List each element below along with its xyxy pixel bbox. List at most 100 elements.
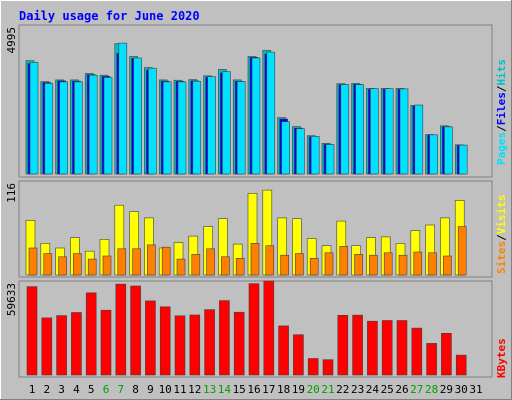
x-tick-label: 16 [247, 383, 260, 396]
kbytes-bar [100, 309, 112, 376]
kbytes-bar [307, 358, 319, 376]
x-tick-label: 26 [395, 383, 408, 396]
sites-bar [117, 248, 127, 276]
pages-bar [162, 81, 172, 175]
pages-bar [384, 88, 394, 175]
pages-bar [88, 74, 98, 175]
pages-bar [429, 134, 438, 175]
x-tick-label: 14 [218, 383, 232, 396]
sites-bar [132, 248, 141, 276]
x-tick-label: 27 [410, 383, 423, 396]
pages-bar [399, 88, 409, 175]
pages-bar [222, 71, 231, 175]
kbytes-bar [233, 311, 245, 376]
x-tick-label: 24 [366, 383, 380, 396]
pages-bar [177, 81, 187, 175]
x-tick-label: 19 [292, 383, 305, 396]
x-tick-label: 12 [188, 383, 201, 396]
pages-bar [310, 136, 320, 175]
pages-bar [458, 144, 468, 175]
kbytes-bar [41, 317, 53, 376]
sites-bar [309, 257, 319, 276]
sites-bar [324, 252, 334, 276]
kbytes-bar [293, 334, 304, 376]
legend-files: Files [495, 92, 508, 125]
sites-bar [206, 248, 215, 276]
x-tick-label: 20 [307, 383, 320, 396]
x-tick-label: 28 [425, 383, 438, 396]
kbytes-bar [426, 343, 437, 376]
kbytes-bar [441, 332, 452, 376]
sites-bar [457, 226, 467, 276]
kbytes-bar [56, 315, 67, 376]
sites-bar [43, 253, 53, 276]
kbytes-bar [278, 325, 289, 376]
x-tick-label: 8 [132, 383, 139, 396]
x-tick-label: 25 [381, 383, 394, 396]
sites-bar [147, 244, 156, 276]
kbytes-bar [337, 314, 349, 376]
x-tick-label: 22 [336, 383, 349, 396]
sites-bar [265, 245, 275, 276]
x-tick-label: 10 [159, 383, 172, 396]
legend-hits: Hits [495, 59, 508, 86]
kbytes-bar [71, 312, 82, 376]
kbytes-bar [411, 327, 423, 376]
kbytes-bar [263, 280, 275, 376]
pages-bar [59, 81, 68, 175]
sites-bar [58, 256, 67, 276]
legend-pages: Pages [495, 132, 508, 165]
pages-bar [192, 81, 202, 175]
pages-bar [370, 88, 379, 175]
kbytes-bar [204, 309, 215, 376]
x-tick-label: 6 [103, 383, 110, 396]
pages-bar [414, 104, 424, 175]
sites-bar [235, 257, 245, 276]
sites-bar [398, 254, 408, 276]
legend-kbytes: KBytes [495, 338, 508, 378]
kbytes-bar [322, 359, 334, 376]
legend-sep-3: / [495, 234, 508, 241]
sites-bar [428, 252, 437, 276]
x-tick-label: 7 [117, 383, 124, 396]
x-tick-label: 3 [58, 383, 65, 396]
kbytes-bar [130, 285, 141, 376]
kbytes-bar [248, 283, 260, 376]
sites-bar [280, 254, 289, 276]
kbytes-bar [367, 320, 378, 376]
kbytes-bar [115, 283, 127, 376]
pages-bar [266, 51, 276, 175]
pages-bar [340, 84, 350, 175]
sites-bar [191, 254, 201, 276]
sites-bar [161, 246, 171, 276]
visits-legend: Sites/Visits [495, 195, 508, 275]
kbytes-bar [145, 300, 156, 376]
kbytes-bar [174, 315, 186, 376]
x-tick-label: 4 [73, 383, 80, 396]
pages-bar [29, 61, 39, 175]
sites-bar [73, 253, 82, 276]
pages-bar [74, 81, 83, 175]
pages-bar [207, 76, 216, 175]
sites-bar [221, 256, 230, 276]
sites-bar [383, 252, 393, 276]
sites-bar [87, 258, 97, 276]
pages-bar [44, 83, 54, 175]
kbytes-bar [26, 286, 38, 376]
kbytes-bar [381, 320, 393, 376]
hits-ymax-label: 4995 [5, 27, 18, 54]
pages-bar [444, 126, 453, 175]
x-tick-label: 31 [469, 383, 482, 396]
pages-bar [281, 121, 290, 175]
pages-bar [296, 128, 305, 175]
sites-bar [369, 254, 378, 276]
chart-marks [25, 42, 468, 376]
sites-bar [176, 258, 186, 276]
kbytes-bar [352, 314, 363, 376]
x-tick-label: 18 [277, 383, 290, 396]
x-tick-label: 17 [262, 383, 275, 396]
pages-bar [251, 57, 261, 175]
pages-bar [148, 67, 157, 175]
